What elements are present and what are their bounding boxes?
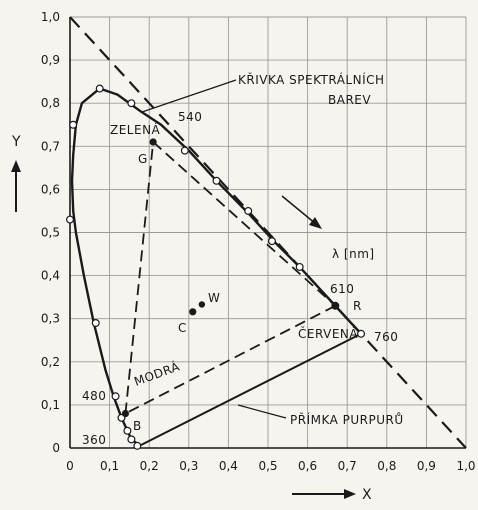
x-tick-label: 0,7 [338,459,357,473]
locus-marker [91,319,100,328]
grid [69,16,467,449]
primary-point-b [121,409,130,418]
primary-point-g [149,138,157,146]
marks [65,84,366,450]
point-label-w: W [208,291,220,305]
point-label-r: R [353,299,362,313]
diagonal-dashed-line [69,16,467,449]
y-axis-title: Y [11,134,21,150]
y-tick-label: 0,3 [41,312,60,326]
y-tick-label: 0,6 [41,182,60,196]
x-axis-arrow [292,489,356,499]
locus-marker [127,99,136,108]
locus-marker [69,120,78,129]
label-760: 760 [374,330,398,344]
label-lambda: λ [nm] [332,247,375,261]
spectral-locus-curve [70,87,362,447]
y-tick-label: 0,4 [41,269,60,283]
locus-marker [267,237,276,246]
y-tick-label: 0 [52,441,60,455]
locus-marker [244,206,253,215]
label-540: 540 [178,110,202,124]
y-tick-label: 0,1 [41,398,60,412]
label-purple-line: PŘÍMKA PURPURŮ [290,412,404,427]
label-610: 610 [330,282,354,296]
x-tick-label: 0,4 [219,459,238,473]
x-tick-label: 0,5 [258,459,277,473]
locus-marker [133,441,142,450]
x-tick-label: 0,8 [377,459,396,473]
x-tick-label: 0,6 [298,459,317,473]
x-tick-label: 0,1 [100,459,119,473]
purple-line [138,332,362,447]
y-tick-label: 0,7 [41,139,60,153]
label-spectral-curve-line1: KŘIVKA SPEKTRÁLNÍCH [238,72,385,87]
label-purple-line-leader [237,404,287,419]
locus-marker [111,392,120,401]
locus-marker [180,146,189,155]
rgb-triangle-edge [152,141,336,307]
locus-marker [295,262,304,271]
label-spectral-curve-line2: BAREV [328,93,371,107]
locus-marker [95,84,104,93]
locus-marker [65,215,74,224]
y-tick-label: 0,9 [41,53,60,67]
label-modra: MODRÁ [132,358,182,388]
y-axis-arrow [11,160,21,212]
y-tick-label: 0,8 [41,96,60,110]
x-tick-label: 1,0 [456,459,475,473]
white-point-c [189,308,197,316]
locus-marker [123,426,132,435]
y-tick-label: 0,5 [41,226,60,240]
rgb-triangle-edge [125,304,336,415]
x-tick-label: 0 [66,459,74,473]
axes: 0 0,1 0,2 0,3 0,4 0,5 0,6 0,7 0,8 0,9 1,0 0 0,1 0,2 0,… [41,10,476,473]
point-label-g: G [138,152,148,166]
primary-point-r [331,302,339,310]
locus-marker [212,176,221,185]
locus-marker [127,435,136,444]
lambda-direction-arrow [281,195,322,229]
label-360: 360 [82,433,106,447]
label-480: 480 [82,389,106,403]
y-tick-label: 0,2 [41,355,60,369]
rgb-triangle-edge [124,141,155,414]
x-tick-label: 0,2 [140,459,159,473]
point-label-c: C [178,321,187,335]
white-point-w [198,301,206,308]
x-axis-title: X [362,487,372,503]
locus-marker [357,329,366,338]
label-spectral-curve-leader [141,79,237,113]
point-label-b: B [133,419,142,433]
x-tick-label: 0,3 [179,459,198,473]
y-tick-label: 1,0 [41,10,60,24]
label-zelena: ZELENÁ [110,122,161,137]
x-tick-label: 0,9 [417,459,436,473]
label-cervena: ČERVENÁ [298,326,358,341]
